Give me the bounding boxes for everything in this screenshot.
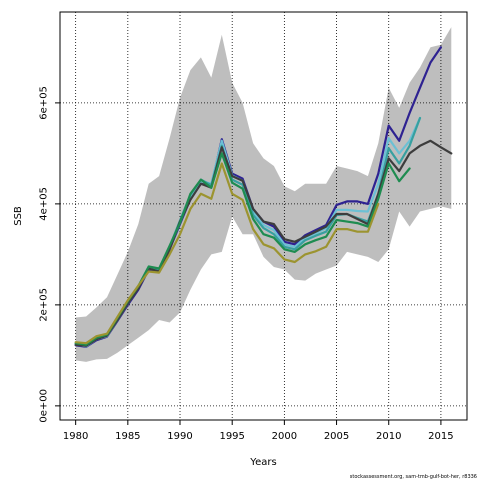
x-tick-label: 1995 xyxy=(219,431,244,442)
plot-frame xyxy=(59,11,468,421)
confidence-band-layer xyxy=(75,27,452,362)
y-tick-label: 6e+05 xyxy=(39,86,50,120)
axis-layer: 1980 1985 1990 1995 2000 2005 2010 2015 0e+00 2e+… xyxy=(39,86,454,442)
y-axis-title: SSB xyxy=(13,206,24,226)
x-tick-label: 2010 xyxy=(376,431,401,442)
y-tick-label: 4e+05 xyxy=(39,187,50,221)
x-axis-title: Years xyxy=(249,457,276,468)
x-tick-label: 2015 xyxy=(428,431,453,442)
x-tick-label: 1980 xyxy=(63,431,88,442)
series-layer xyxy=(74,46,453,348)
confidence-band xyxy=(75,27,452,362)
series-line-4 xyxy=(74,139,453,347)
x-tick-label: 2005 xyxy=(324,431,349,442)
credit-text: stockassessment.org, sam-tmb-gulf-bot-he… xyxy=(350,474,477,480)
x-tick-label: 1985 xyxy=(115,431,140,442)
y-tick-label: 0e+00 xyxy=(39,389,50,423)
x-tick-label: 1990 xyxy=(167,431,192,442)
series-line-6 xyxy=(74,162,380,345)
y-tick-label: 2e+05 xyxy=(39,288,50,322)
x-tick-label: 2000 xyxy=(272,431,297,442)
